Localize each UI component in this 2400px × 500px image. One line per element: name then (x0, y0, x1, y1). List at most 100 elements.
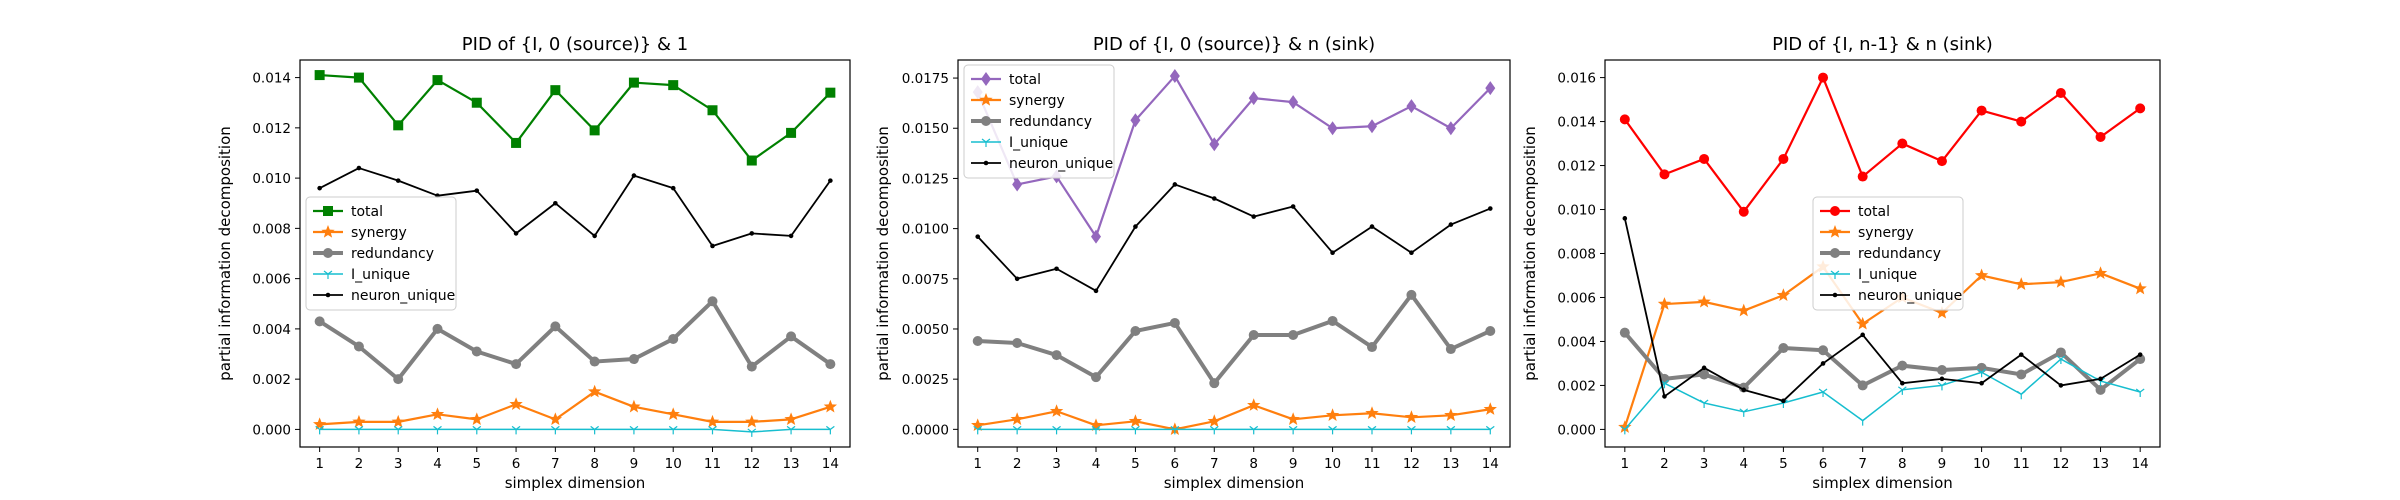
data-point-synergy (1404, 410, 1419, 423)
x-tick-label: 4 (1739, 456, 1748, 472)
x-tick-label: 1 (315, 456, 324, 472)
data-point-neuron-unique (1133, 224, 1138, 229)
x-tick-label: 10 (1973, 456, 1990, 472)
x-tick-label: 10 (1324, 456, 1341, 472)
data-point-synergy (1325, 408, 1340, 421)
data-point-total (1778, 153, 1789, 164)
data-point-neuron-unique (975, 234, 981, 239)
data-point-neuron-unique (828, 178, 833, 183)
data-point-I-unique (973, 425, 983, 435)
data-point-I-unique (629, 425, 639, 435)
data-point-total (589, 125, 600, 136)
legend-marker-synergy (321, 225, 335, 238)
legend-label-neuron-unique: neuron_unique (1009, 156, 1113, 172)
legend: total synergy redundancy I_unique neuron_uni… (963, 64, 1115, 179)
data-point-neuron-unique (2018, 352, 2024, 357)
data-point-synergy (627, 399, 641, 413)
data-point-neuron-unique (1900, 380, 1905, 386)
data-point-total (1130, 113, 1141, 128)
x-tick-label: 8 (1249, 456, 1258, 472)
data-point-total (550, 85, 561, 96)
data-point-total (1169, 69, 1180, 84)
axes-frame (1604, 59, 2161, 448)
data-point-I-unique (1739, 408, 1749, 417)
data-point-total (1288, 95, 1299, 110)
legend-label-total: total (1009, 72, 1041, 88)
data-point-synergy (2133, 281, 2147, 295)
data-point-redundancy (707, 296, 718, 307)
legend-marker-total (1830, 206, 1840, 216)
x-tick-label: 12 (1403, 456, 1420, 472)
legend-marker-synergy (1828, 225, 1842, 238)
data-point-synergy (1128, 414, 1143, 427)
data-point-total (1699, 153, 1710, 164)
data-point-I-unique (1620, 425, 1630, 435)
data-point-I-unique (1897, 386, 1907, 395)
chart-title: PID of {I, 0 (source)} & n (sink) (1093, 34, 1375, 55)
data-point-total (668, 80, 679, 91)
data-point-synergy (1247, 398, 1261, 411)
data-point-neuron-unique (1251, 214, 1257, 219)
chart-panel-3: PID of {I, n-1} & n (sink)1 2 3 4 5 6 7 8 9 10 11 1… (1521, 34, 2161, 492)
data-point-synergy (1856, 316, 1870, 330)
x-tick-label: 2 (355, 456, 364, 472)
y-tick-label: 0.008 (1557, 247, 1596, 263)
data-point-neuron-unique (1487, 206, 1493, 211)
data-point-synergy (587, 384, 602, 398)
x-tick-label: 7 (551, 456, 560, 472)
x-tick-label: 9 (630, 456, 639, 472)
data-point-synergy (1365, 406, 1379, 419)
data-point-I-unique (1288, 425, 1298, 435)
data-point-I-unique (668, 425, 678, 435)
chart-title: PID of {I, n-1} & n (sink) (1772, 34, 1993, 55)
data-point-synergy (1207, 414, 1221, 427)
data-point-redundancy (432, 323, 443, 334)
x-tick-label: 11 (1363, 456, 1380, 472)
x-axis-label: simplex dimension (1164, 474, 1305, 492)
x-tick-label: 3 (1700, 456, 1709, 472)
x-tick-label: 9 (1938, 456, 1947, 472)
data-point-synergy (1737, 303, 1751, 317)
y-tick-label: 0.006 (1557, 290, 1596, 306)
y-tick-label: 0.016 (1557, 71, 1596, 87)
data-point-I-unique (1328, 425, 1337, 435)
legend-marker-I-unique (323, 270, 333, 279)
legend-box (1812, 196, 1964, 311)
data-point-neuron-unique (1211, 196, 1217, 201)
data-point-redundancy (314, 316, 325, 327)
legend-label-I-unique: I_unique (351, 267, 410, 283)
data-point-total (432, 75, 443, 86)
data-point-I-unique (786, 425, 796, 435)
legend-label-I-unique: I_unique (1009, 135, 1068, 151)
data-point-I-unique (1937, 381, 1947, 391)
data-point-I-unique (511, 425, 521, 435)
series-line-synergy (977, 404, 1491, 431)
data-point-total (1619, 114, 1630, 125)
y-tick-label: 0.012 (252, 121, 291, 137)
x-tick-label: 11 (704, 456, 721, 472)
data-point-I-unique (1091, 425, 1101, 435)
x-tick-label: 11 (2013, 456, 2030, 472)
legend-marker-redundancy (323, 248, 333, 258)
y-tick-label: 0.004 (252, 322, 291, 338)
axes-frame (299, 59, 851, 448)
data-point-redundancy (353, 341, 364, 352)
data-point-total (1897, 138, 1908, 149)
data-point-total (2055, 87, 2066, 98)
x-tick-label: 7 (1210, 456, 1219, 472)
data-point-synergy (1049, 404, 1064, 417)
data-point-redundancy (589, 356, 600, 367)
data-point-synergy (1776, 288, 1791, 301)
x-tick-label: 3 (394, 456, 403, 472)
data-point-redundancy (1248, 329, 1259, 340)
y-tick-label: 0.002 (1557, 378, 1596, 394)
plot-area (1618, 72, 2147, 435)
data-point-I-unique (1818, 388, 1828, 398)
legend: total synergy redundancy I_unique neuron_uni… (305, 196, 457, 311)
data-point-neuron-unique (710, 243, 715, 249)
legend-marker-neuron-unique (983, 160, 989, 166)
data-point-redundancy (1818, 345, 1829, 356)
data-point-redundancy (1699, 369, 1710, 380)
data-point-total (1327, 121, 1338, 136)
